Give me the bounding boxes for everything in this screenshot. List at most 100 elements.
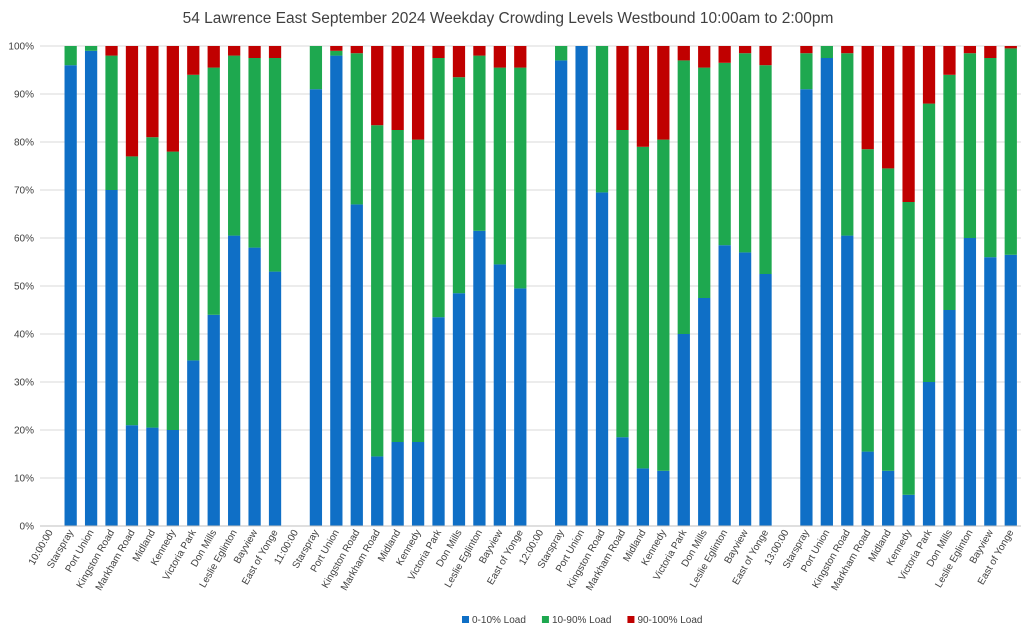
bar-segment	[1004, 46, 1017, 49]
bar-segment	[268, 58, 282, 272]
bar-segment	[371, 125, 384, 457]
bar-segment	[64, 46, 77, 66]
legend-swatch	[541, 616, 549, 623]
y-tick-label: 20%	[14, 426, 34, 437]
bar-segment	[861, 46, 874, 150]
bar-segment	[759, 46, 772, 66]
legend-swatch	[462, 616, 469, 623]
legend-item: 0-10% Load	[462, 615, 526, 626]
bar-segment	[616, 437, 629, 526]
bar-segment	[616, 130, 629, 438]
bar-segment	[698, 298, 711, 526]
bar-segment	[125, 156, 139, 426]
bar-segment	[963, 46, 977, 54]
bar-segment	[943, 46, 956, 75]
bar-segment	[371, 46, 384, 126]
y-tick-label: 10%	[14, 474, 34, 485]
bar-segment	[575, 46, 588, 526]
bar-segment	[657, 470, 670, 526]
legend-item: 90-100% Load	[627, 615, 703, 626]
bar-segment	[228, 46, 241, 56]
bar-segment	[922, 382, 936, 526]
bar-segment	[64, 65, 77, 526]
bar-segment	[187, 360, 200, 526]
bar-segment	[105, 46, 118, 56]
bar-segment	[718, 46, 731, 63]
bar-segment	[636, 146, 650, 469]
bar-segment	[371, 456, 384, 526]
bar-segment	[105, 55, 118, 190]
bar-segment	[187, 74, 200, 361]
bar-segment	[268, 46, 282, 58]
legend-label: 90-100% Load	[637, 615, 702, 626]
bar-segment	[759, 274, 772, 526]
bar-segment	[718, 245, 731, 526]
bar-segment	[514, 67, 527, 289]
bar-segment	[800, 89, 813, 526]
legend-swatch	[627, 616, 635, 623]
bar-segment	[452, 46, 466, 78]
bar-segment	[432, 46, 445, 58]
bar-segment	[963, 53, 977, 239]
bar-segment	[1004, 254, 1017, 527]
bar-segment	[146, 46, 159, 138]
bar-segment	[636, 46, 650, 147]
bar-segment	[166, 46, 179, 152]
legend-label: 0-10% Load	[472, 615, 526, 626]
bar-segment	[555, 60, 568, 527]
bar-segment	[595, 192, 609, 526]
y-tick-label: 60%	[14, 234, 34, 245]
bar-segment	[820, 58, 833, 526]
bar-segment	[452, 77, 466, 294]
bar-segment	[432, 58, 445, 318]
bar-segment	[800, 46, 813, 54]
bar-segment	[718, 62, 731, 246]
bar-segment	[800, 53, 813, 90]
bar-segment	[248, 46, 261, 58]
bar-segment	[350, 53, 363, 205]
bar-segment	[984, 58, 997, 258]
bar-segment	[984, 46, 997, 58]
bar-segment	[268, 271, 282, 526]
bar-segment	[350, 204, 363, 526]
bars	[64, 46, 1017, 527]
chart-title: 54 Lawrence East September 2024 Weekday …	[183, 10, 834, 27]
legend-item: 10-90% Load	[541, 615, 612, 626]
bar-segment	[902, 202, 915, 495]
bar-segment	[84, 50, 98, 527]
bar-segment	[882, 46, 895, 169]
bar-segment	[391, 46, 404, 130]
bar-segment	[207, 314, 220, 526]
bar-segment	[943, 310, 956, 526]
bar-segment	[636, 468, 650, 526]
legend-label: 10-90% Load	[552, 615, 612, 626]
bar-segment	[228, 235, 241, 526]
y-tick-label: 70%	[14, 186, 34, 197]
bar-segment	[391, 130, 404, 442]
bar-segment	[657, 139, 670, 471]
bar-segment	[759, 65, 772, 274]
bar-segment	[922, 103, 936, 382]
bar-segment	[698, 67, 711, 298]
bar-segment	[677, 60, 690, 335]
bar-segment	[493, 67, 506, 265]
bar-segment	[146, 427, 159, 526]
bar-segment	[677, 334, 690, 526]
bar-segment	[738, 46, 752, 54]
bar-segment	[555, 46, 568, 61]
y-axis-ticks: 0% 10% 20% 30% 40% 50% 60% 70% 80% 90% 100%	[8, 42, 34, 533]
bar-segment	[943, 74, 956, 310]
bar-segment	[616, 46, 629, 130]
bar-segment	[248, 247, 261, 526]
bar-segment	[841, 235, 854, 526]
bar-segment	[432, 317, 445, 526]
y-tick-label: 100%	[8, 42, 34, 53]
bar-segment	[187, 46, 200, 75]
legend: 0-10% Load 10-90% Load 90-100% Load	[462, 615, 703, 626]
bar-segment	[146, 137, 159, 428]
bar-segment	[514, 288, 527, 526]
bar-segment	[984, 257, 997, 526]
bar-segment	[820, 46, 833, 58]
